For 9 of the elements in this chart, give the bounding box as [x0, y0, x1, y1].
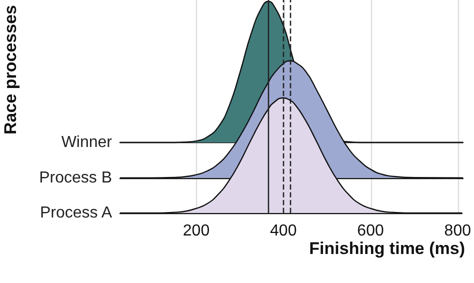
x-tick-label: 600 — [357, 222, 384, 240]
series-label: Process B — [39, 169, 112, 186]
x-tick-label: 400 — [270, 222, 297, 240]
series-label: Process A — [40, 204, 112, 222]
x-tick-label: 800 — [444, 222, 472, 240]
x-tick-label: 200 — [182, 222, 210, 240]
y-axis-title: Race processes — [1, 4, 20, 134]
x-axis-title: Finishing time (ms) — [309, 239, 466, 258]
series-label: Winner — [61, 134, 113, 151]
